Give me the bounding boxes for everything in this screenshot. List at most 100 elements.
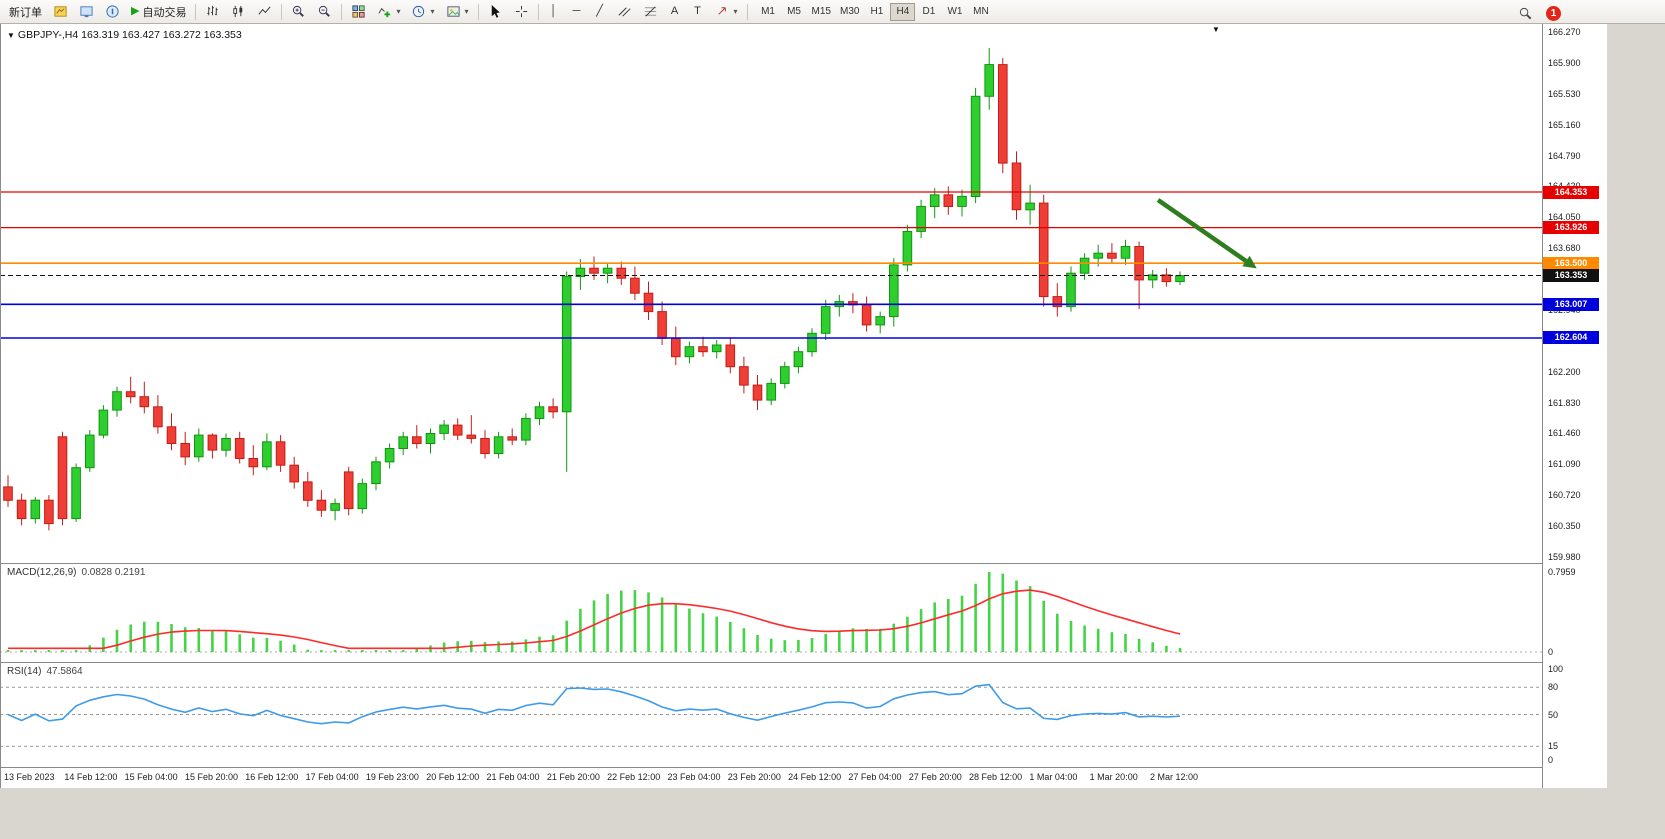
cursor-button[interactable]: [483, 2, 508, 22]
toolbar-separator: [746, 3, 748, 20]
window-frame-bottom: [0, 788, 1607, 839]
timeframe-m5-button[interactable]: M5: [782, 3, 807, 21]
zoom-out-icon: [317, 4, 332, 19]
play-icon: ▶: [131, 5, 140, 17]
price-axis-label: 159.980: [1548, 552, 1581, 562]
chart-symbol-header: ▼ GBPJPY-,H4 163.319 163.427 163.272 163.…: [7, 29, 242, 41]
charts-button[interactable]: [48, 2, 73, 22]
time-axis-label: 20 Feb 12:00: [426, 772, 480, 782]
fibonacci-button[interactable]: [638, 2, 663, 22]
price-axis[interactable]: 166.270165.900165.530165.160164.790164.4…: [1542, 24, 1607, 788]
zoom-in-button[interactable]: [286, 2, 311, 22]
timeframe-mn-button[interactable]: MN: [968, 3, 993, 21]
time-axis-label: 13 Feb 2023: [4, 772, 55, 782]
indicators-button[interactable]: ▾: [372, 2, 405, 22]
toolbar-separator: [537, 3, 539, 20]
timeframe-m15-button[interactable]: M15: [808, 3, 835, 21]
crosshair-button[interactable]: [509, 2, 534, 22]
bar-chart-button[interactable]: [200, 2, 225, 22]
time-axis-label: 2 Mar 12:00: [1150, 772, 1199, 782]
pane-separator: [0, 767, 1607, 768]
new-order-button[interactable]: 新订单: [4, 2, 47, 22]
rsi-axis-label: 15: [1548, 741, 1559, 752]
line-chart-button[interactable]: [252, 2, 277, 22]
price-level-badge[interactable]: 163.353: [1543, 268, 1599, 282]
auto-trading-button[interactable]: ▶ 自动交易: [126, 2, 191, 22]
profiles-button[interactable]: [74, 2, 99, 22]
time-axis-label: 1 Mar 20:00: [1089, 772, 1138, 782]
dropdown-arrow-icon: ▾: [430, 7, 435, 16]
trendline-icon: ╱: [596, 5, 603, 17]
time-axis-label: 19 Feb 23:00: [365, 772, 419, 782]
macd-label: MACD(12,26,9) 0.0828 0.2191: [7, 567, 146, 578]
arrow-tool-icon: [715, 4, 730, 19]
timeframe-group: M1 M5 M15 M30 H1 H4 D1 W1 MN: [756, 2, 994, 21]
timeframe-m1-button[interactable]: M1: [756, 3, 781, 21]
timeframe-h4-button[interactable]: H4: [890, 2, 916, 21]
cursor-icon: [488, 4, 503, 19]
price-axis-label: 164.790: [1548, 150, 1581, 161]
arrows-button[interactable]: ▾: [710, 2, 743, 22]
auto-trading-label: 自动交易: [142, 6, 187, 19]
price-level-badge[interactable]: 163.007: [1543, 297, 1599, 311]
time-axis-label: 27 Feb 20:00: [908, 772, 962, 782]
price-level-badge[interactable]: 163.500: [1543, 256, 1599, 270]
tile-windows-icon: [351, 4, 366, 19]
time-axis[interactable]: 13 Feb 2023 14 Feb 12:00 15 Feb 04:00 15 Fe…: [0, 768, 1607, 788]
search-button[interactable]: [1513, 3, 1538, 23]
rsi-axis-label: 0: [1548, 755, 1554, 765]
periods-button[interactable]: ▾: [406, 2, 439, 22]
dropdown-arrow-icon: ▾: [733, 7, 738, 16]
line-chart-icon: [257, 4, 272, 19]
vertical-line-button[interactable]: │: [543, 2, 565, 22]
macd-indicator-pane[interactable]: [0, 564, 1542, 662]
timeframe-d1-button[interactable]: D1: [916, 3, 941, 21]
chart-document-icon: [53, 4, 68, 19]
macd-axis-zero-label: 0: [1548, 647, 1554, 657]
horizontal-line-button[interactable]: ─: [566, 2, 588, 22]
fibonacci-icon: [643, 4, 658, 19]
main-toolbar: 新订单 ▶ 自动交易: [0, 0, 1665, 24]
dropdown-arrow-icon: ▾: [396, 7, 401, 16]
templates-button[interactable]: ▾: [441, 2, 474, 22]
time-axis-label: 21 Feb 04:00: [486, 772, 540, 782]
chart-symbol-ohlc-text: GBPJPY-,H4 163.319 163.427 163.272 163.3…: [17, 29, 242, 41]
text-button[interactable]: A: [664, 2, 686, 22]
trendline-button[interactable]: ╱: [589, 2, 611, 22]
clock-icon: [411, 4, 426, 19]
rsi-axis-label: 50: [1548, 709, 1559, 720]
toolbar-separator: [281, 3, 283, 20]
zoom-out-button[interactable]: [312, 2, 337, 22]
crosshair-icon: [514, 4, 529, 19]
tile-windows-button[interactable]: [346, 2, 371, 22]
pane-separator[interactable]: [0, 662, 1607, 663]
toolbar-separator: [341, 3, 343, 20]
search-icon: [1518, 6, 1533, 21]
rsi-indicator-pane[interactable]: [0, 663, 1542, 767]
notification-badge[interactable]: 1: [1546, 5, 1561, 21]
price-axis-label: 160.350: [1548, 521, 1581, 532]
price-axis-label: 160.720: [1548, 490, 1581, 501]
timeframe-h1-button[interactable]: H1: [864, 3, 889, 21]
candlestick-chart[interactable]: [0, 24, 1542, 563]
candlestick-chart-button[interactable]: [226, 2, 251, 22]
time-axis-label: 28 Feb 12:00: [969, 772, 1023, 782]
timeframe-w1-button[interactable]: W1: [942, 3, 967, 21]
price-axis-label: 165.900: [1548, 57, 1581, 68]
chart-shift-marker-icon[interactable]: ▼: [1212, 25, 1220, 34]
time-axis-label: 14 Feb 12:00: [64, 772, 118, 782]
price-level-badge[interactable]: 163.926: [1543, 221, 1599, 235]
equidistant-channel-button[interactable]: [612, 2, 637, 22]
price-axis-label: 164.050: [1548, 212, 1581, 223]
pane-separator[interactable]: [0, 563, 1607, 564]
macd-axis-max-label: 0.7959: [1548, 567, 1576, 577]
time-axis-label: 15 Feb 20:00: [184, 772, 238, 782]
chart-menu-arrow-icon: ▼: [7, 31, 15, 40]
channel-icon: [617, 4, 632, 19]
price-level-badge[interactable]: 164.353: [1543, 185, 1599, 199]
data-window-button[interactable]: [100, 2, 125, 22]
timeframe-m30-button[interactable]: M30: [836, 3, 863, 21]
time-axis-label: 21 Feb 20:00: [546, 772, 600, 782]
price-level-badge[interactable]: 162.604: [1543, 331, 1599, 345]
text-label-button[interactable]: T: [687, 2, 709, 22]
